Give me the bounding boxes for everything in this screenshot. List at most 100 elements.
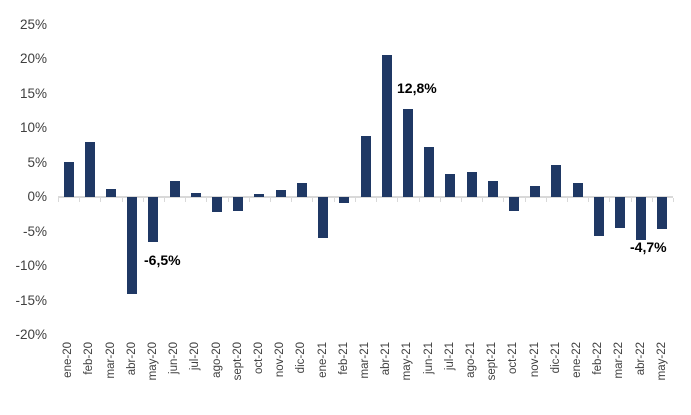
x-tick-label: abr-20 bbox=[125, 342, 138, 376]
bar-sept-21 bbox=[487, 181, 498, 197]
bar-mar-22 bbox=[614, 197, 625, 229]
axis-tick bbox=[482, 198, 484, 202]
bar-mar-21 bbox=[360, 136, 371, 197]
bar-jul-21 bbox=[445, 173, 456, 197]
data-annotation-may-20: -6,5% bbox=[144, 252, 181, 268]
bar-may-21 bbox=[402, 108, 413, 197]
bar-feb-21 bbox=[339, 197, 350, 203]
bar-oct-21 bbox=[508, 197, 519, 212]
bar-dic-20 bbox=[296, 183, 307, 197]
bar-may-22 bbox=[657, 197, 668, 230]
y-tick-label: -15% bbox=[15, 292, 47, 308]
axis-tick bbox=[58, 198, 59, 202]
axis-tick bbox=[545, 198, 547, 202]
axis-tick bbox=[291, 198, 293, 202]
bar-feb-20 bbox=[84, 142, 95, 197]
axis-tick bbox=[376, 198, 378, 202]
bar-mar-20 bbox=[106, 189, 117, 197]
bar-dic-21 bbox=[551, 164, 562, 197]
y-tick-label: -5% bbox=[22, 223, 47, 239]
bar-nov-21 bbox=[530, 185, 541, 197]
x-tick-label: sept-21 bbox=[486, 342, 499, 381]
bar-ago-20 bbox=[212, 197, 223, 213]
x-tick-label: dic-20 bbox=[295, 342, 308, 374]
bar-jun-21 bbox=[424, 146, 435, 197]
axis-tick bbox=[439, 198, 441, 202]
y-tick-label: 5% bbox=[27, 154, 47, 170]
axis-tick bbox=[142, 198, 144, 202]
x-tick-label: feb-20 bbox=[83, 342, 96, 375]
x-tick-label: may-20 bbox=[146, 342, 159, 381]
x-tick-label: oct-20 bbox=[252, 342, 265, 374]
axis-tick bbox=[312, 198, 314, 202]
bar-ene-20 bbox=[63, 161, 74, 197]
bar-abr-22 bbox=[636, 197, 647, 241]
x-tick-label: jul-21 bbox=[443, 342, 456, 371]
axis-tick bbox=[270, 198, 272, 202]
axis-tick bbox=[185, 198, 187, 202]
axis-tick bbox=[673, 198, 674, 202]
bar-nov-20 bbox=[275, 190, 286, 197]
bar-sept-20 bbox=[233, 197, 244, 211]
x-tick-label: ene-22 bbox=[571, 342, 584, 378]
axis-tick bbox=[630, 198, 632, 202]
bar-ene-22 bbox=[572, 183, 583, 197]
x-tick-label: mar-21 bbox=[359, 342, 371, 379]
x-tick-label: ene-20 bbox=[62, 342, 75, 378]
axis-tick bbox=[227, 198, 229, 202]
x-tick-label: may-21 bbox=[401, 342, 414, 381]
y-tick-label: 25% bbox=[19, 16, 47, 32]
axis-tick bbox=[354, 198, 356, 202]
bar-jul-20 bbox=[190, 192, 201, 197]
x-tick-label: oct-21 bbox=[507, 342, 520, 374]
axis-tick bbox=[79, 198, 81, 202]
axis-tick bbox=[651, 198, 653, 202]
x-tick-label: sept-20 bbox=[231, 342, 244, 381]
bar-ene-21 bbox=[318, 197, 329, 239]
axis-tick bbox=[503, 198, 505, 202]
bar-oct-20 bbox=[254, 194, 265, 197]
x-tick-label: may-22 bbox=[655, 342, 668, 381]
axis-tick bbox=[418, 198, 420, 202]
bar-feb-22 bbox=[593, 197, 604, 236]
x-tick-label: jul-20 bbox=[189, 342, 202, 371]
x-tick-label: feb-21 bbox=[337, 342, 350, 375]
bar-ago-21 bbox=[466, 172, 477, 197]
y-tick-label: 15% bbox=[19, 85, 47, 101]
data-annotation-may-22: -4,7% bbox=[630, 239, 667, 255]
axis-tick bbox=[333, 198, 335, 202]
x-tick-label: mar-22 bbox=[613, 342, 626, 379]
data-annotation-may-21: 12,8% bbox=[397, 80, 437, 96]
bar-abr-20 bbox=[127, 197, 138, 294]
x-tick-label: ene-21 bbox=[316, 342, 329, 378]
x-tick-label: abr-21 bbox=[380, 342, 393, 376]
x-tick-label: ago-21 bbox=[465, 342, 478, 378]
axis-tick bbox=[460, 198, 462, 202]
axis-tick bbox=[248, 198, 250, 202]
axis-tick bbox=[164, 198, 166, 202]
y-tick-label: 20% bbox=[19, 51, 47, 66]
bar-jun-20 bbox=[169, 181, 180, 197]
x-tick-label: mar-20 bbox=[104, 342, 117, 379]
y-tick-label: 0% bbox=[27, 189, 47, 204]
axis-tick bbox=[121, 198, 123, 202]
zero-axis-line bbox=[58, 196, 673, 198]
x-tick-label: nov-20 bbox=[274, 342, 287, 378]
y-tick-label: 10% bbox=[19, 120, 47, 135]
axis-tick bbox=[609, 198, 611, 202]
x-tick-label: dic-21 bbox=[549, 342, 562, 374]
y-tick-label: -20% bbox=[15, 327, 47, 342]
x-tick-label: nov-21 bbox=[528, 342, 541, 378]
x-tick-label: jun-20 bbox=[168, 342, 181, 374]
y-tick-label: -10% bbox=[15, 258, 47, 273]
axis-tick bbox=[397, 198, 399, 202]
axis-tick bbox=[524, 198, 526, 202]
axis-tick bbox=[100, 198, 102, 202]
bar-abr-21 bbox=[381, 54, 392, 197]
bar-may-20 bbox=[148, 197, 159, 242]
x-tick-label: feb-22 bbox=[592, 342, 605, 375]
axis-tick bbox=[588, 198, 590, 202]
x-tick-label: ago-20 bbox=[210, 342, 223, 378]
x-tick-label: jun-21 bbox=[422, 342, 435, 374]
